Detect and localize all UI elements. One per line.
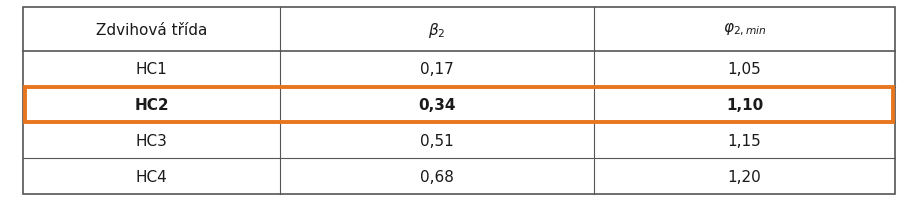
Text: HC2: HC2	[134, 98, 169, 113]
Text: $\varphi_{2,min}$: $\varphi_{2,min}$	[722, 22, 767, 38]
Text: $\beta_2$: $\beta_2$	[429, 20, 446, 39]
Text: 1,20: 1,20	[728, 169, 762, 184]
Text: 0,34: 0,34	[419, 98, 456, 113]
Text: HC3: HC3	[136, 133, 167, 148]
Text: 1,15: 1,15	[728, 133, 762, 148]
Text: HC4: HC4	[136, 169, 167, 184]
Text: 1,10: 1,10	[726, 98, 763, 113]
Text: 0,51: 0,51	[420, 133, 454, 148]
Text: Zdvihová třída: Zdvihová třída	[95, 22, 207, 37]
Text: 0,68: 0,68	[420, 169, 454, 184]
Text: 0,17: 0,17	[420, 62, 454, 77]
Text: HC1: HC1	[136, 62, 167, 77]
Bar	[26, 88, 893, 122]
Text: 1,05: 1,05	[728, 62, 762, 77]
